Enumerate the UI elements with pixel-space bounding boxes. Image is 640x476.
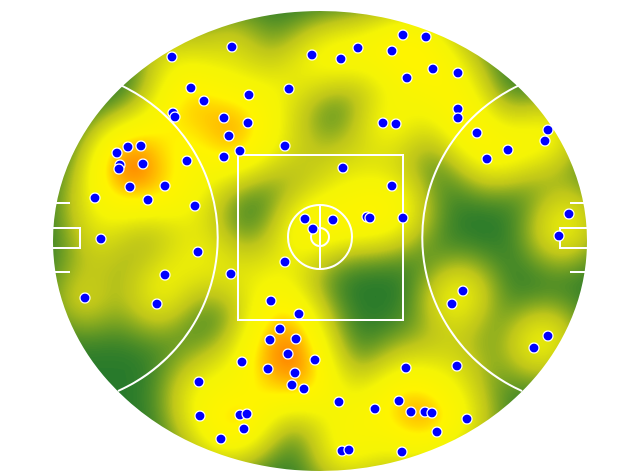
point: [528, 342, 540, 354]
boundary: [51, 9, 589, 473]
point: [542, 124, 554, 136]
field-lines: [51, 9, 589, 473]
point: [337, 162, 349, 174]
point: [265, 295, 277, 307]
point: [137, 158, 149, 170]
point: [135, 140, 147, 152]
point: [396, 446, 408, 458]
point: [279, 256, 291, 268]
point: [290, 333, 302, 345]
point: [397, 212, 409, 224]
point: [452, 112, 464, 124]
point: [451, 360, 463, 372]
point: [238, 423, 250, 435]
point: [306, 49, 318, 61]
point: [333, 396, 345, 408]
point: [286, 379, 298, 391]
point: [343, 444, 355, 456]
point: [142, 194, 154, 206]
point: [352, 42, 364, 54]
point: [185, 82, 197, 94]
point: [426, 407, 438, 419]
point: [461, 413, 473, 425]
point: [369, 403, 381, 415]
point: [166, 51, 178, 63]
point: [289, 367, 301, 379]
point: [124, 181, 136, 193]
point: [215, 433, 227, 445]
point: [241, 408, 253, 420]
point: [122, 141, 134, 153]
goal-left: [52, 202, 81, 273]
point: [151, 298, 163, 310]
point: [539, 135, 551, 147]
point: [471, 127, 483, 139]
point: [193, 376, 205, 388]
point: [293, 308, 305, 320]
point: [218, 112, 230, 124]
point: [159, 180, 171, 192]
point: [452, 67, 464, 79]
point: [309, 354, 321, 366]
point: [502, 144, 514, 156]
point: [223, 130, 235, 142]
point: [192, 246, 204, 258]
point: [390, 118, 402, 130]
point: [457, 285, 469, 297]
arc-left: [117, 83, 219, 392]
point: [225, 268, 237, 280]
point: [282, 348, 294, 360]
point: [431, 426, 443, 438]
point: [481, 153, 493, 165]
point: [95, 233, 107, 245]
point: [427, 63, 439, 75]
point: [386, 180, 398, 192]
point: [236, 356, 248, 368]
point: [226, 41, 238, 53]
point: [553, 230, 565, 242]
point: [264, 334, 276, 346]
point: [335, 53, 347, 65]
point: [159, 269, 171, 281]
point: [364, 212, 376, 224]
point: [279, 140, 291, 152]
point: [307, 223, 319, 235]
point: [274, 323, 286, 335]
point: [218, 151, 230, 163]
point: [243, 89, 255, 101]
point: [89, 192, 101, 204]
point: [446, 298, 458, 310]
point: [298, 383, 310, 395]
point: [400, 362, 412, 374]
point: [242, 117, 254, 129]
point: [401, 72, 413, 84]
point: [283, 83, 295, 95]
point: [563, 208, 575, 220]
point: [393, 395, 405, 407]
point: [181, 155, 193, 167]
point: [113, 163, 125, 175]
point: [405, 406, 417, 418]
point: [262, 363, 274, 375]
point: [420, 31, 432, 43]
point: [234, 145, 246, 157]
point: [194, 410, 206, 422]
point: [169, 111, 181, 123]
point: [111, 147, 123, 159]
point: [386, 45, 398, 57]
point: [189, 200, 201, 212]
point: [377, 117, 389, 129]
arc-right: [421, 83, 523, 392]
point: [327, 214, 339, 226]
point: [79, 292, 91, 304]
points: [79, 29, 575, 458]
point: [542, 330, 554, 342]
point: [198, 95, 210, 107]
centre-square: [237, 154, 404, 321]
point: [397, 29, 409, 41]
point: [299, 213, 311, 225]
